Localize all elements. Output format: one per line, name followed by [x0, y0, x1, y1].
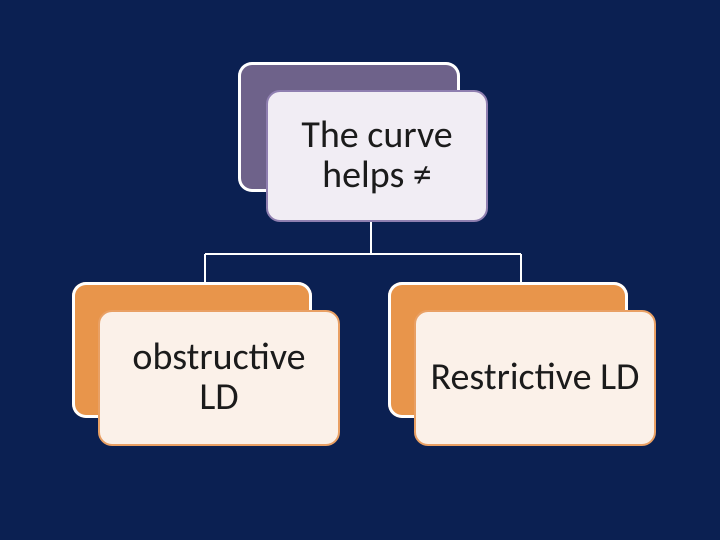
node-left-label: obstructive LD — [110, 338, 328, 418]
node-root-label: The curve helps ≠ — [278, 116, 476, 196]
diagram-stage: The curve helps ≠ obstructive LD Restric… — [0, 0, 720, 540]
node-root-front: The curve helps ≠ — [266, 90, 488, 222]
node-right-front: Restrictive LD — [414, 310, 656, 446]
node-left-front: obstructive LD — [98, 310, 340, 446]
node-right-label: Restrictive LD — [431, 358, 640, 398]
